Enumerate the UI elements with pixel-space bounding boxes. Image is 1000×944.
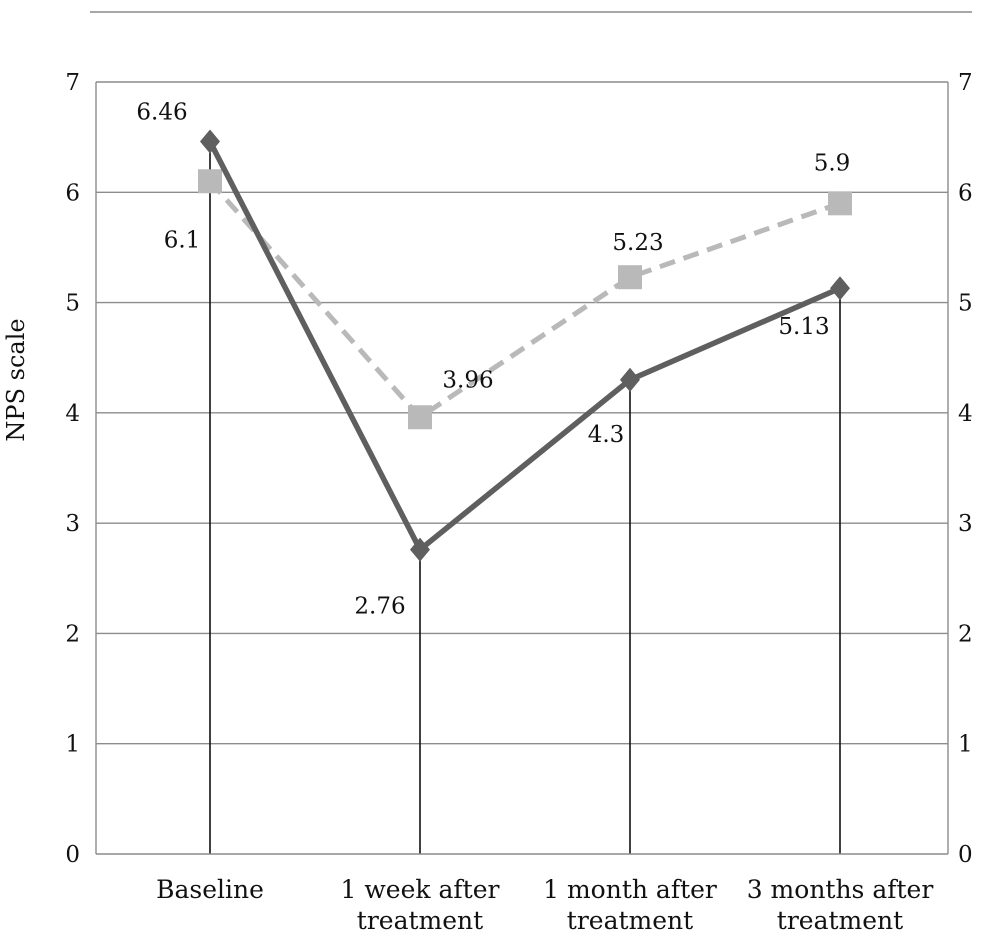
x-tick-label: 3 months after: [747, 875, 934, 904]
y-tick-label-right-6: 6: [958, 180, 973, 206]
series-line-1: [208, 179, 841, 420]
series-1-data-label-0: 6.1: [164, 227, 201, 253]
series-1-data-label-2: 5.23: [612, 230, 663, 256]
y-tick-label-right-1: 1: [958, 732, 973, 758]
series-0-point-2: [620, 367, 640, 392]
y-tick-label-left-4: 4: [65, 401, 80, 427]
y-tick-label-right-4: 4: [958, 401, 973, 427]
series-1-point-0: [198, 169, 222, 194]
x-tick-label: 1 week after: [341, 875, 500, 904]
x-tick-label: treatment: [357, 906, 483, 935]
series-0-point-3: [830, 276, 850, 301]
series-0-point-1: [410, 537, 430, 562]
series: [198, 129, 852, 562]
x-category-0: Baseline: [156, 875, 264, 904]
series-0-data-label-1: 2.76: [354, 594, 405, 620]
series-0-data-label-3: 5.13: [778, 314, 829, 340]
x-tick-label: treatment: [567, 906, 693, 935]
series-0-point-0: [200, 129, 220, 154]
x-tick-label: 1 month after: [543, 875, 717, 904]
series-line-0: [207, 140, 842, 553]
y-tick-label-right-2: 2: [958, 621, 973, 647]
x-tick-label: treatment: [777, 906, 903, 935]
y-tick-label-left-5: 5: [65, 291, 80, 317]
series-1-point-1: [408, 405, 432, 430]
y-tick-label-right-7: 7: [958, 70, 973, 96]
labels: 6.46 2.76 4.3 5.13 6.1 3.96 5.23 5.9: [136, 100, 850, 620]
series-1-point-3: [828, 191, 852, 216]
y-axis-title: NPS scale: [2, 318, 30, 441]
x-tick-label: Baseline: [156, 875, 264, 904]
series-0-data-label-2: 4.3: [588, 422, 625, 448]
y-tick-label-left-6: 6: [65, 180, 80, 206]
y-tick-label-right-5: 5: [958, 291, 973, 317]
y-tick-label-left-3: 3: [65, 511, 80, 537]
series-1-point-2: [618, 265, 642, 290]
y-tick-label-left-0: 0: [65, 842, 80, 868]
series-1-data-label-1: 3.96: [442, 367, 493, 393]
y-tick-label-left-2: 2: [65, 621, 80, 647]
drop-lines: [209, 141, 841, 854]
y-tick-label-left-1: 1: [65, 732, 80, 758]
y-tick-label-right-0: 0: [958, 842, 973, 868]
series-0-data-label-0: 6.46: [136, 100, 187, 126]
series-1-data-label-3: 5.9: [814, 150, 851, 176]
y-tick-label-right-3: 3: [958, 511, 973, 537]
grid-lines: [96, 81, 948, 745]
y-tick-label-left-7: 7: [65, 70, 80, 96]
